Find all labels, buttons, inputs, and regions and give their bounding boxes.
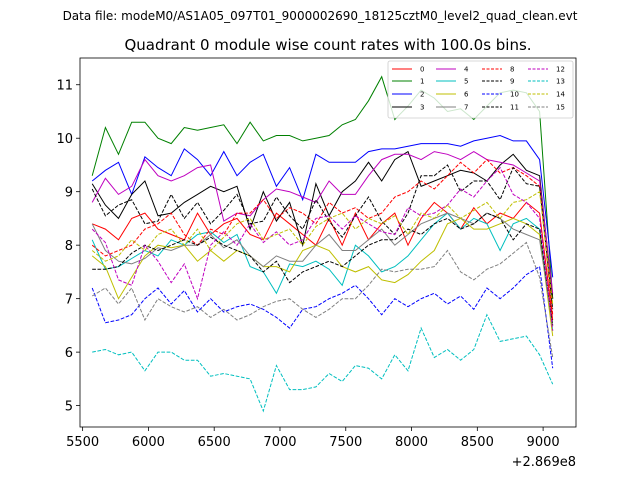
y-tick-label: 7	[65, 293, 73, 308]
data-file-label: Data file: modeM0/AS1A05_097T01_90000026…	[63, 9, 578, 23]
plot-area	[80, 58, 576, 427]
y-tick-label: 11	[56, 79, 73, 94]
y-tick-label: 6	[65, 346, 73, 361]
legend-label-3: 3	[420, 104, 424, 112]
chart-title: Quadrant 0 module wise count rates with …	[124, 36, 531, 54]
series-line-10	[91, 265, 554, 369]
series-line-5	[91, 212, 554, 331]
x-tick-label: 9000	[527, 435, 560, 450]
legend-label-2: 2	[420, 91, 424, 99]
legend-label-10: 10	[510, 91, 519, 99]
y-axis: 5 6 7 8 9 10 11	[56, 79, 80, 415]
x-axis: 5500 6000 6500 7000 7500 8000 8500 9000	[66, 427, 560, 450]
series-line-15	[91, 241, 554, 358]
legend-label-11: 11	[510, 104, 519, 112]
legend-label-6: 6	[464, 91, 469, 99]
x-tick-label: 7000	[263, 435, 296, 450]
y-tick-label: 10	[56, 132, 73, 147]
x-tick-label: 6500	[198, 435, 231, 450]
series-line-14	[91, 190, 554, 305]
series-line-13	[92, 313, 554, 413]
series-line-4	[91, 151, 554, 294]
legend-label-8: 8	[510, 66, 514, 74]
x-tick-label: 7500	[329, 435, 362, 450]
series-line-9	[92, 212, 554, 326]
legend-box	[387, 60, 574, 119]
series-line-2	[91, 134, 554, 278]
legend-label-14: 14	[556, 91, 565, 99]
y-tick-label: 9	[65, 186, 73, 201]
axes-frame	[79, 57, 577, 428]
x-tick-label: 6000	[132, 435, 165, 450]
series-layer	[91, 75, 554, 413]
legend-label-9: 9	[510, 78, 514, 86]
series-line-8	[91, 158, 554, 315]
legend-label-13: 13	[556, 78, 565, 86]
legend-label-4: 4	[464, 66, 469, 74]
series-line-11	[91, 164, 554, 310]
y-tick-label: 5	[65, 400, 73, 415]
series-line-6	[91, 217, 554, 337]
series-line-12	[91, 166, 554, 331]
x-offset-label: +2.869e8	[512, 455, 576, 470]
legend-label-15: 15	[556, 104, 565, 112]
x-tick-label: 5500	[66, 435, 99, 450]
y-tick-label: 8	[65, 239, 73, 254]
legend-label-1: 1	[420, 78, 424, 86]
x-tick-label: 8500	[461, 435, 494, 450]
series-line-3	[91, 150, 554, 299]
legend-label-12: 12	[556, 66, 565, 74]
legend-label-5: 5	[464, 78, 468, 86]
series-line-0	[92, 201, 554, 321]
x-tick-label: 8000	[395, 435, 428, 450]
legend-label-0: 0	[420, 66, 424, 74]
legend-label-7: 7	[464, 104, 468, 112]
